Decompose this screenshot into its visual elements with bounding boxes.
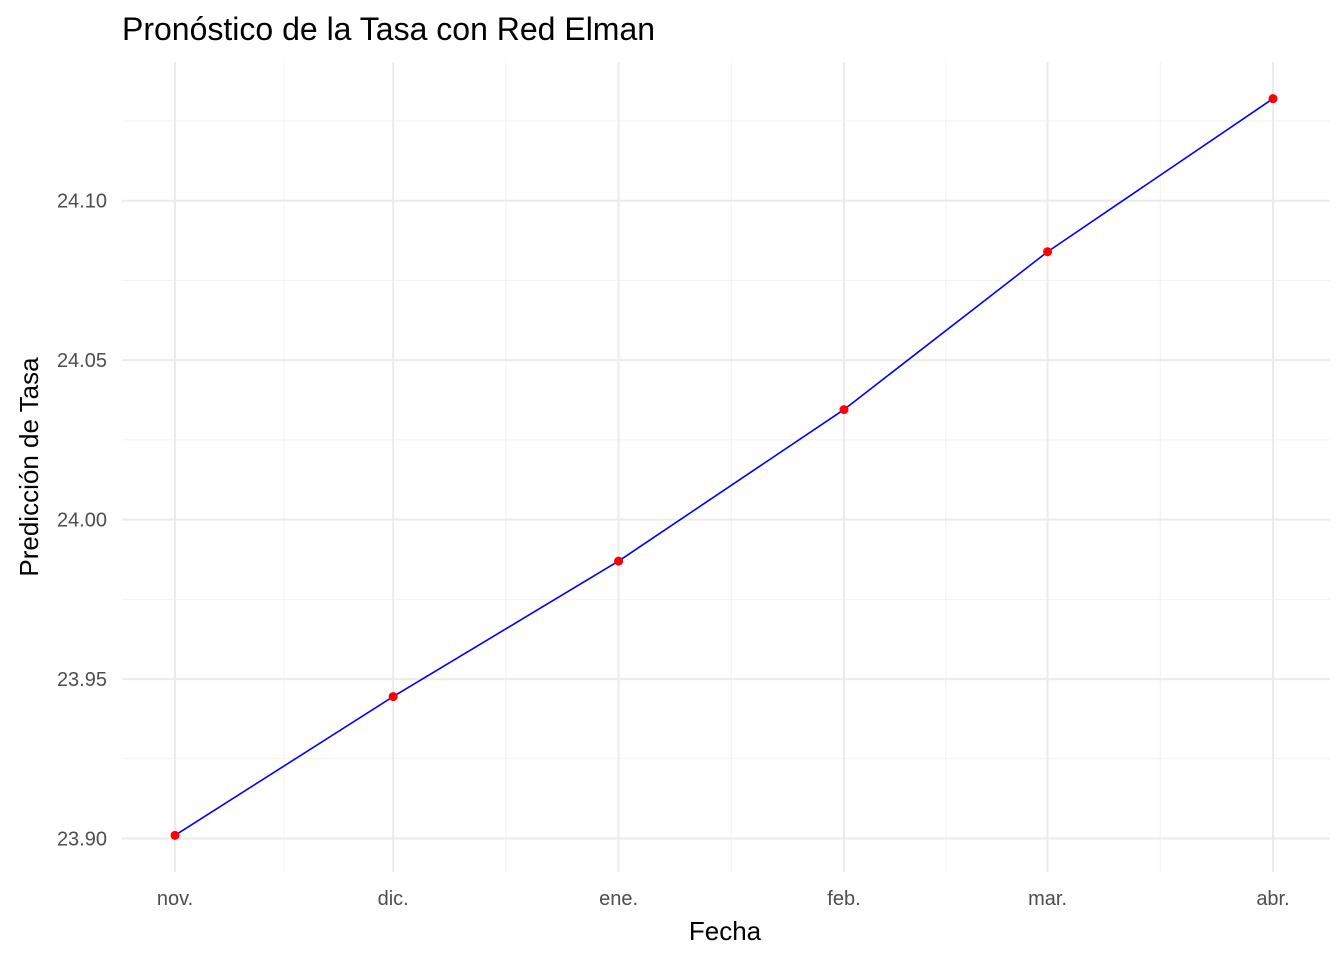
y-tick-label: 23.95: [57, 669, 107, 691]
y-axis-ticks: 23.90 23.95 24.00 24.05 24.10: [57, 191, 107, 851]
series-line: [174, 98, 1274, 837]
x-tick-label: mar.: [1028, 888, 1067, 910]
y-axis-label: Predicción de Tasa: [14, 357, 44, 577]
y-tick-label: 24.05: [57, 350, 107, 372]
y-tick-label: 23.90: [57, 829, 107, 851]
y-tick-label: 24.10: [57, 191, 107, 213]
data-point: [839, 405, 849, 415]
data-point: [170, 830, 180, 840]
x-tick-label: abr.: [1256, 888, 1289, 910]
x-tick-label: dic.: [378, 888, 409, 910]
grid: [122, 62, 1330, 872]
x-tick-label: nov.: [157, 888, 193, 910]
data-point: [1043, 247, 1053, 257]
x-axis-label: Fecha: [689, 916, 762, 946]
series-line-layer: [174, 98, 1274, 837]
data-point: [388, 692, 398, 702]
x-axis-ticks: nov. dic. ene. feb. mar. abr.: [157, 888, 1290, 910]
chart-title: Pronóstico de la Tasa con Red Elman: [122, 11, 655, 47]
y-tick-label: 24.00: [57, 510, 107, 532]
data-point: [614, 556, 624, 566]
data-points: [170, 94, 1278, 840]
x-tick-label: ene.: [599, 888, 638, 910]
data-point: [1268, 94, 1278, 104]
x-tick-label: feb.: [827, 888, 860, 910]
